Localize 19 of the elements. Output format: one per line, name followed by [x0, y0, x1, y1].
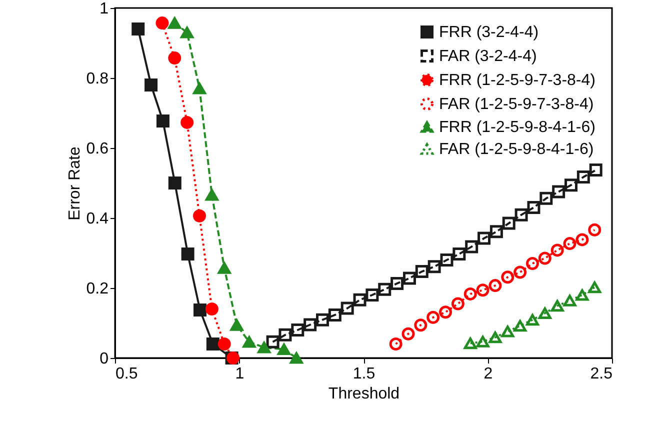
x-tick-label: 2.5: [590, 366, 613, 382]
y-tick-label: 0.8: [86, 70, 109, 88]
legend-label: FAR (1-2-5-9-8-4-1-6): [439, 141, 594, 158]
x-axis-title: Threshold: [328, 386, 400, 402]
legend-label: FAR (1-2-5-9-7-3-8-4): [439, 96, 594, 113]
legend-label: FRR (3-2-4-4): [439, 24, 539, 41]
legend-label: FRR (1-2-5-9-8-4-1-6): [439, 119, 596, 136]
y-tick-label: 0: [100, 350, 109, 368]
x-tick-label: 1.5: [352, 366, 376, 382]
x-tick-label: 0.5: [116, 366, 138, 382]
y-axis-title: Error Rate: [66, 146, 84, 220]
y-tick-label: 0.4: [86, 210, 109, 228]
x-tick-label: 1: [235, 366, 244, 382]
y-tick-label: 0.6: [86, 140, 109, 158]
legend-label: FRR (1-2-5-9-7-3-8-4): [439, 72, 596, 89]
x-tick-label: 2: [484, 366, 493, 382]
y-tick-label: 1: [100, 0, 109, 18]
legend-label: FAR (3-2-4-4): [439, 48, 537, 65]
y-tick-label: 0.2: [86, 280, 109, 298]
